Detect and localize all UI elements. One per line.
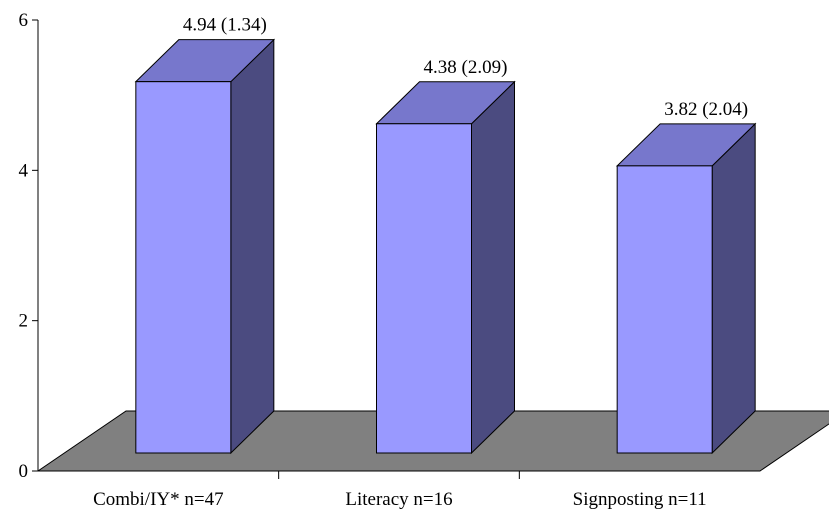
- y-tick-label: 4: [19, 160, 29, 181]
- bar-side: [711, 122, 756, 455]
- x-tick-label: Signposting n=11: [573, 489, 707, 510]
- bar-group: [615, 122, 757, 455]
- bar-side: [230, 38, 275, 455]
- y-tick-label: 0: [19, 461, 29, 482]
- bar-side: [471, 80, 515, 455]
- y-tick-label: 6: [19, 10, 29, 31]
- bar: [376, 123, 472, 454]
- bar: [135, 81, 232, 454]
- data-label: 4.94 (1.34): [183, 15, 267, 36]
- bar-group: [375, 80, 516, 455]
- y-tick-label: 2: [19, 311, 29, 332]
- data-label: 4.38 (2.09): [424, 57, 508, 78]
- data-label: 3.82 (2.04): [664, 99, 748, 120]
- x-tick-label: Combi/IY* n=47: [93, 489, 224, 510]
- bar-group: [134, 38, 276, 455]
- x-tick-label: Literacy n=16: [345, 489, 452, 510]
- bar: [616, 165, 713, 454]
